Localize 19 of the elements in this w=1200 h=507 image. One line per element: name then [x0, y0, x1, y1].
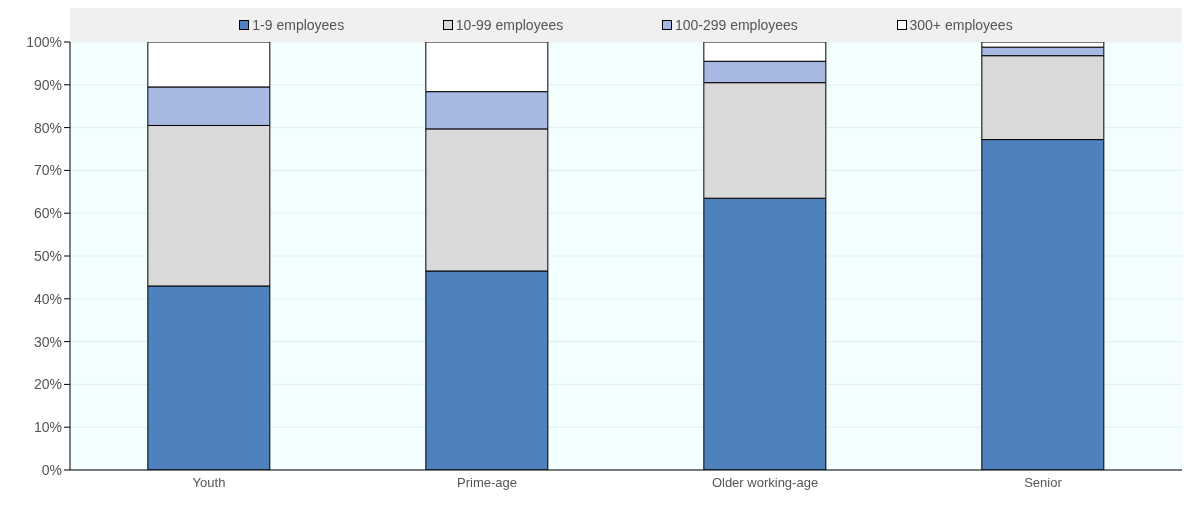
y-tick-label: 50% — [33, 247, 62, 264]
y-tick-label: 60% — [33, 205, 62, 222]
legend-label: 10-99 employees — [454, 17, 564, 33]
y-tick-label: 70% — [33, 162, 62, 179]
y-tick-label: 100% — [26, 33, 62, 50]
y-tick-label: 30% — [33, 333, 62, 350]
x-tick-label: Older working-age — [711, 475, 819, 491]
legend-label: 1-9 employees — [251, 17, 345, 33]
y-tick-label: 0% — [41, 461, 62, 478]
x-tick-label: Youth — [192, 475, 226, 491]
x-tick-label: Senior — [1024, 475, 1063, 491]
y-tick-label: 10% — [33, 419, 62, 436]
y-tick-label: 80% — [33, 119, 62, 136]
legend-label: 300+ employees — [908, 17, 1013, 33]
y-tick-label: 90% — [33, 76, 62, 93]
y-tick-label: 20% — [33, 376, 62, 393]
legend-label: 100-299 employees — [673, 17, 798, 33]
y-tick-label: 40% — [33, 290, 62, 307]
x-tick-label: Prime-age — [457, 475, 517, 491]
